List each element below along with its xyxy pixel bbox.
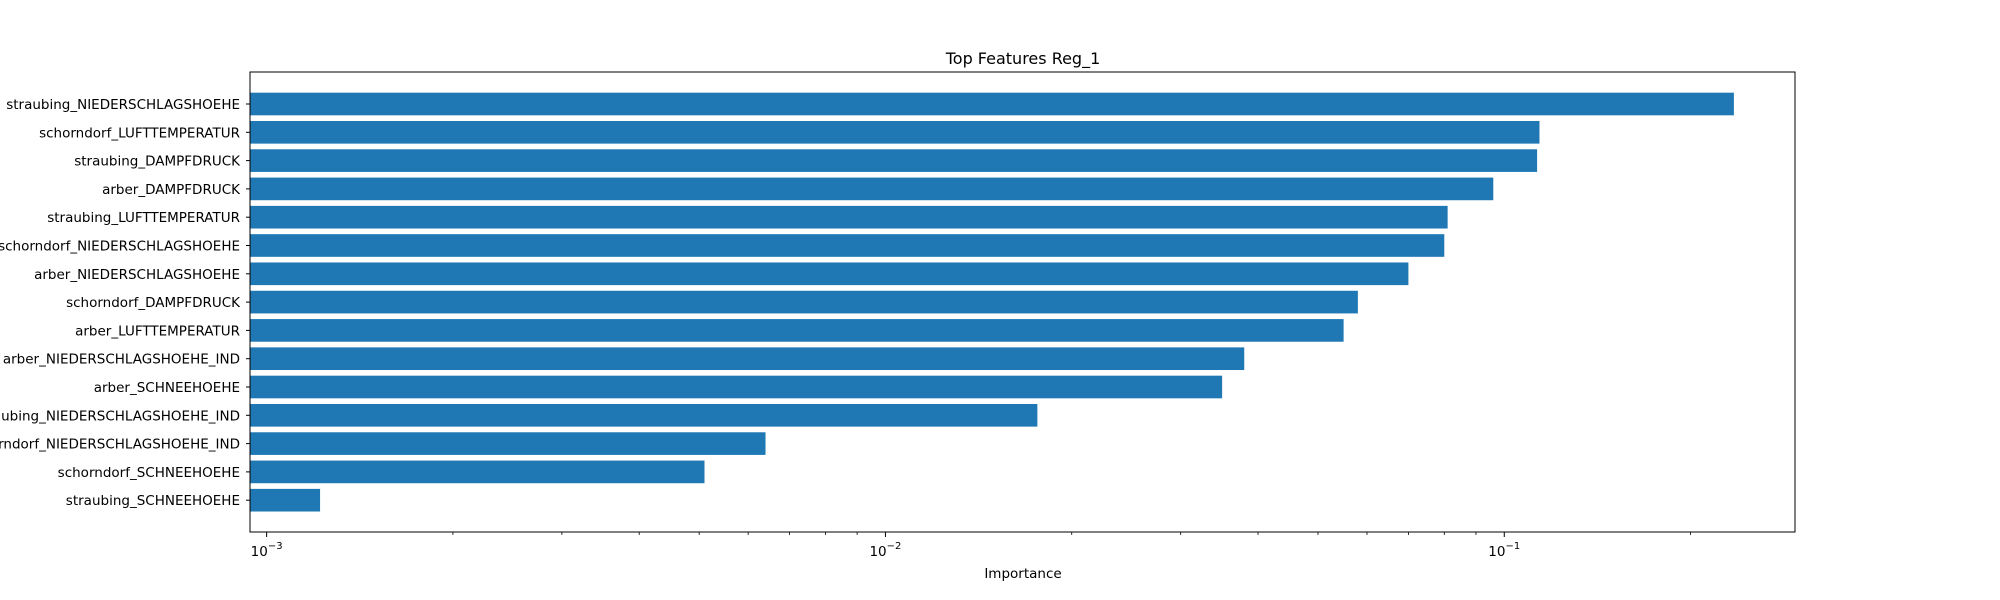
y-tick-label: schorndorf_SCHNEEHOEHE: [58, 465, 240, 481]
y-tick-label: straubing_NIEDERSCHLAGSHOEHE_IND: [0, 408, 240, 424]
bar-schorndorf_LUFTTEMPERATUR: [250, 120, 1540, 144]
y-tick-label: straubing_DAMPFDRUCK: [74, 154, 241, 170]
bar-arber_NIEDERSCHLAGSHOEHE: [250, 262, 1409, 286]
y-tick-label: arber_NIEDERSCHLAGSHOEHE_IND: [3, 352, 240, 368]
bar-arber_LUFTTEMPERATUR: [250, 319, 1344, 342]
bar-straubing_NIEDERSCHLAGSHOEHE: [250, 92, 1734, 116]
y-tick-label: arber_SCHNEEHOEHE: [94, 380, 240, 396]
bar-straubing_SCHNEEHOEHE: [250, 488, 321, 512]
y-tick-label: arber_DAMPFDRUCK: [102, 182, 241, 198]
y-tick-label: straubing_SCHNEEHOEHE: [66, 493, 240, 509]
bar-straubing_DAMPFDRUCK: [250, 149, 1538, 172]
chart-title: Top Features Reg_1: [945, 49, 1101, 69]
bar-schorndorf_DAMPFDRUCK: [250, 290, 1358, 314]
y-tick-label: schorndorf_NIEDERSCHLAGSHOEHE: [0, 239, 240, 255]
x-tick-label: 10−3: [251, 541, 283, 560]
y-tick-label: schorndorf_LUFTTEMPERATUR: [39, 125, 240, 141]
x-axis-label: Importance: [984, 566, 1061, 582]
bar-schorndorf_NIEDERSCHLAGSHOEHE: [250, 234, 1445, 257]
bars-group: [250, 92, 1734, 512]
bar-schorndorf_SCHNEEHOEHE: [250, 460, 705, 484]
y-tick-label: arber_LUFTTEMPERATUR: [75, 323, 240, 339]
y-tick-label: arber_NIEDERSCHLAGSHOEHE: [34, 267, 240, 283]
bar-schorndorf_NIEDERSCHLAGSHOEHE_IND: [250, 432, 766, 455]
y-tick-label: straubing_LUFTTEMPERATUR: [47, 210, 240, 226]
x-tick-label: 10−1: [1488, 541, 1520, 560]
y-tick-label: schorndorf_DAMPFDRUCK: [66, 295, 241, 311]
x-axis-ticks: 10−3 10−2 10−1: [251, 532, 1691, 560]
x-tick-label: 10−2: [869, 541, 901, 560]
bar-straubing_LUFTTEMPERATUR: [250, 205, 1448, 229]
y-tick-label: straubing_NIEDERSCHLAGSHOEHE: [6, 97, 240, 113]
category-labels: straubing_NIEDERSCHLAGSHOEHE schorndorf_L…: [0, 97, 250, 509]
bar-arber_DAMPFDRUCK: [250, 177, 1494, 201]
bar-arber_SCHNEEHOEHE: [250, 375, 1223, 399]
bar-straubing_NIEDERSCHLAGSHOEHE_IND: [250, 403, 1038, 427]
y-tick-label: schorndorf_NIEDERSCHLAGSHOEHE_IND: [0, 437, 240, 453]
plot-frame: [249, 71, 1796, 533]
bar-arber_NIEDERSCHLAGSHOEHE_IND: [250, 347, 1245, 371]
